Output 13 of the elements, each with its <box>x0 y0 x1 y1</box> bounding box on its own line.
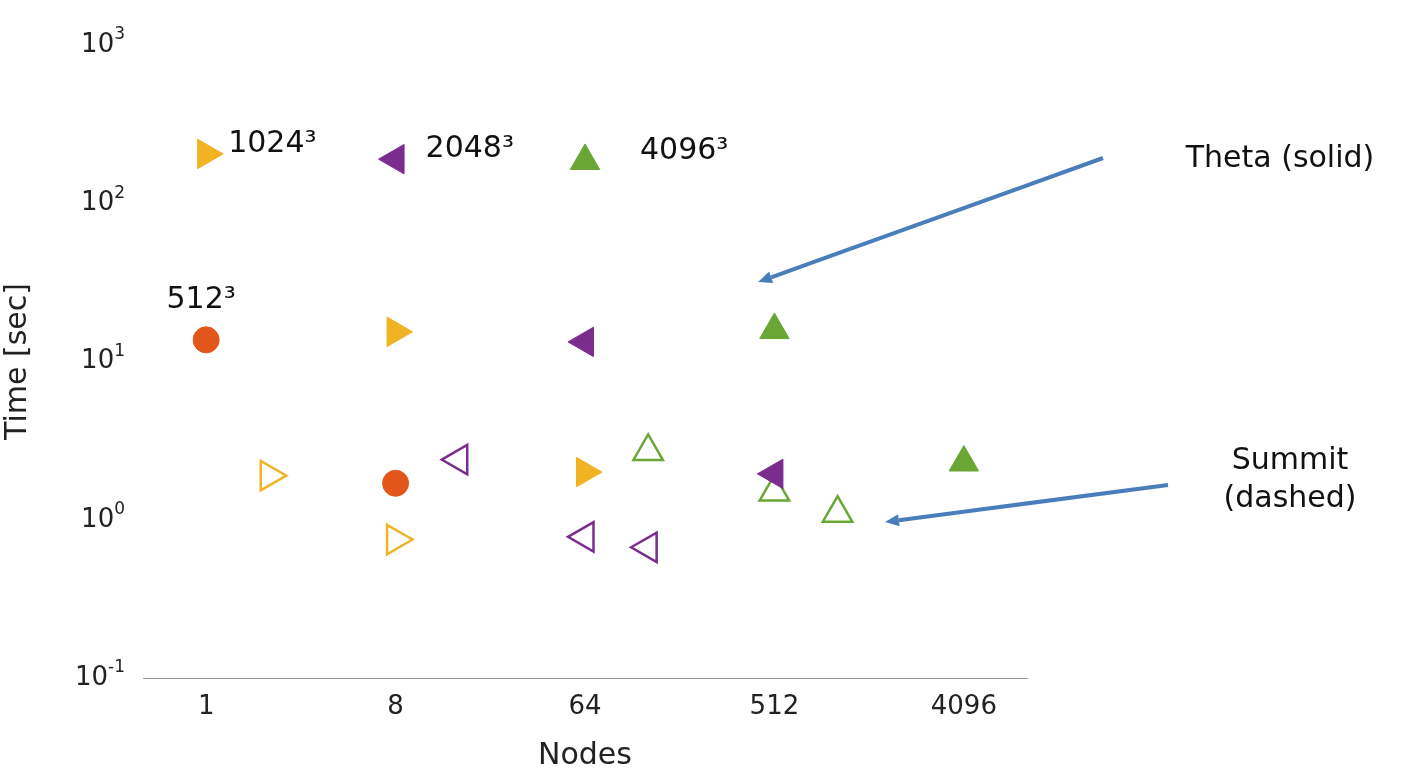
text: Summit (dashed) <box>1222 440 1358 515</box>
series-label: 2048³ <box>425 128 514 164</box>
series-label: 4096³ <box>640 130 729 166</box>
x-tick-label: 8 <box>387 690 404 721</box>
x-tick-label: 64 <box>568 690 602 721</box>
y-axis-title: Time [sec] <box>0 283 33 441</box>
x-tick-label: 512 <box>749 690 800 721</box>
x-axis-title: Nodes <box>538 735 632 771</box>
series-label: 1024³ <box>228 123 317 159</box>
x-tick-label: 1 <box>197 690 215 721</box>
text: Theta (solid) <box>1184 138 1376 176</box>
series-label: 512³ <box>166 279 236 315</box>
x-tick-label: 4096 <box>930 690 997 721</box>
